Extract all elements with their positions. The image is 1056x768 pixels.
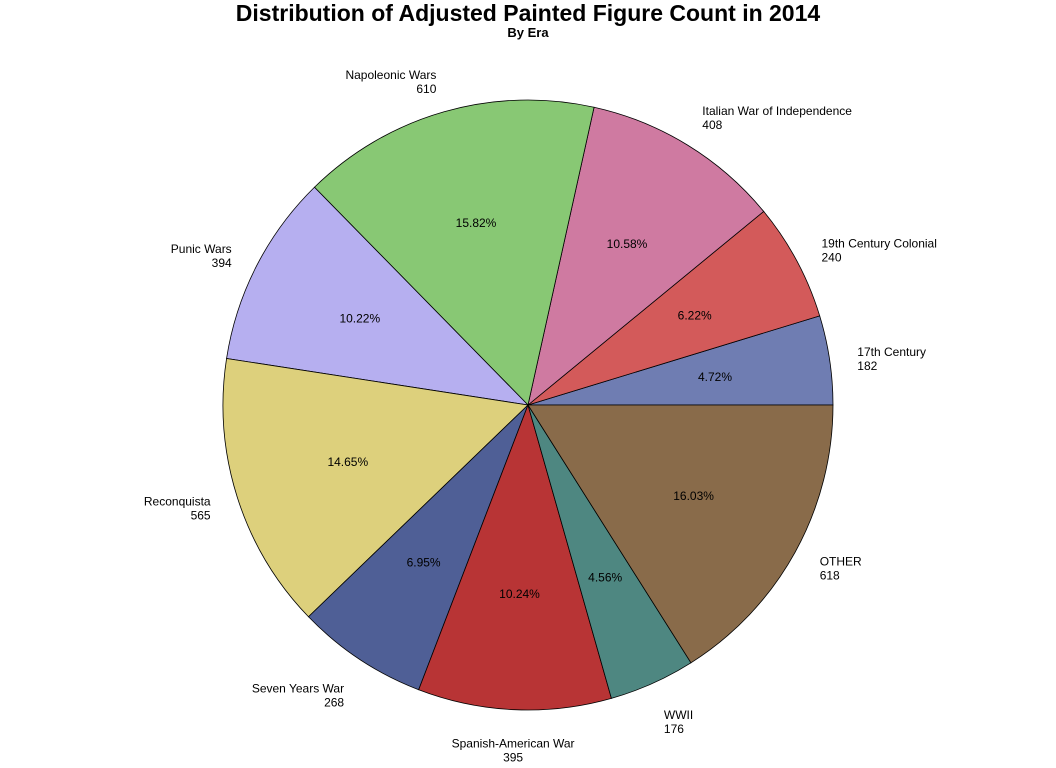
category-name: 19th Century Colonial	[822, 237, 937, 251]
category-name: Punic Wars	[171, 242, 232, 256]
category-name: 17th Century	[857, 345, 926, 359]
category-name: Spanish-American War	[452, 737, 575, 751]
percent-label-seven-years-war: 6.95%	[407, 556, 441, 570]
chart-title: Distribution of Adjusted Painted Figure …	[235, 0, 821, 26]
category-name: Reconquista	[144, 495, 211, 509]
category-value: 395	[503, 751, 523, 765]
slice-19th-century-colonial	[527, 210, 821, 406]
category-value: 176	[664, 722, 684, 736]
category-value: 394	[212, 256, 232, 270]
percent-label-napoleonic-wars: 15.82%	[456, 216, 497, 230]
category-name: WWII	[664, 708, 693, 722]
category-value: 240	[822, 251, 842, 265]
slice-seven-years-war	[307, 404, 529, 691]
percent-label-reconquista: 14.65%	[327, 455, 368, 469]
category-name: Napoleonic Wars	[345, 68, 436, 82]
chart-subtitle: By Era	[507, 25, 549, 40]
percent-label-wwii: 4.56%	[588, 571, 622, 585]
category-name: Seven Years War	[252, 682, 344, 696]
slice-other	[527, 404, 834, 664]
category-value: 408	[702, 118, 722, 132]
slice-spanish-american-war	[418, 403, 612, 711]
category-value: 182	[857, 359, 877, 373]
category-value: 610	[416, 82, 436, 96]
category-name: Italian War of Independence	[702, 104, 852, 118]
slice-reconquista	[222, 358, 529, 618]
slice-punic-wars	[226, 186, 530, 406]
category-value: 268	[324, 696, 344, 710]
percent-label-italian-war-of-independence: 10.58%	[607, 237, 648, 251]
slice-italian-war-of-independence	[527, 106, 765, 407]
percent-label-other: 16.03%	[673, 489, 714, 503]
category-value: 618	[820, 569, 840, 583]
slice-napoleonic-wars	[313, 99, 595, 406]
percent-label-19th-century-colonial: 6.22%	[678, 309, 712, 323]
category-value: 565	[191, 509, 211, 523]
category-name: OTHER	[820, 555, 862, 569]
percent-label-punic-wars: 10.22%	[339, 312, 380, 326]
percent-label-spanish-american-war: 10.24%	[499, 587, 540, 601]
percent-label-17th-century: 4.72%	[698, 370, 732, 384]
